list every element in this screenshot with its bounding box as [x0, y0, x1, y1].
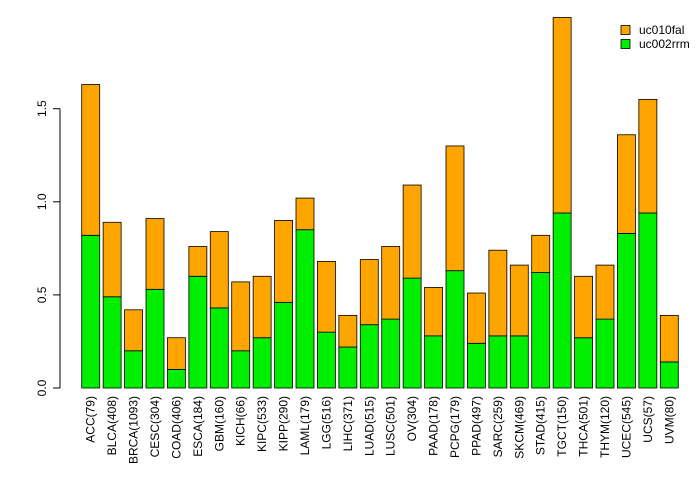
bar-uc002rrm-11 [317, 331, 336, 389]
bar-uc002rrm-12 [338, 346, 358, 389]
bar-uc002rrm-25 [617, 233, 636, 389]
bar-uc010fal-5 [188, 246, 208, 277]
legend-label-uc002rrm: uc002rrm [639, 37, 690, 51]
bar-uc002rrm-5 [188, 275, 208, 389]
bar-uc002rrm-20 [509, 335, 529, 389]
y-tick-label-2: 1.0 [35, 193, 49, 210]
bar-uc002rrm-24 [595, 318, 615, 389]
bar-uc010fal-9 [274, 220, 293, 303]
x-tick-label-6: GBM(160) [212, 396, 226, 451]
x-tick-label-2: BRCA(1093) [127, 396, 141, 464]
x-tick-label-18: PPAD(497) [469, 396, 483, 456]
bar-uc002rrm-3 [145, 288, 165, 389]
x-tick-label-25: UCEC(545) [619, 396, 633, 458]
y-tick-label-0: 0.0 [35, 379, 49, 396]
bar-uc010fal-12 [338, 314, 358, 348]
bar-uc002rrm-2 [124, 350, 143, 389]
x-tick-label-22: TGCT(150) [555, 396, 569, 457]
bar-uc010fal-24 [595, 264, 615, 320]
bar-uc010fal-15 [402, 184, 422, 279]
bar-uc002rrm-1 [102, 296, 122, 389]
legend-swatch-uc002rrm [620, 39, 631, 49]
bar-uc002rrm-10 [295, 229, 315, 389]
bar-uc010fal-14 [381, 246, 401, 320]
x-tick-label-14: LUSC(501) [384, 396, 398, 456]
bar-uc010fal-19 [488, 249, 508, 337]
bar-uc002rrm-21 [531, 272, 551, 389]
x-tick-label-4: COAD(406) [169, 396, 183, 459]
bar-uc002rrm-7 [231, 350, 251, 389]
bar-uc010fal-16 [424, 287, 443, 337]
bar-uc010fal-1 [102, 221, 122, 298]
bar-uc002rrm-8 [252, 337, 272, 389]
x-tick-label-16: PAAD(178) [427, 396, 441, 456]
bar-uc010fal-25 [617, 134, 636, 234]
bar-uc002rrm-23 [574, 337, 593, 389]
bar-uc002rrm-27 [659, 361, 679, 389]
x-tick-label-5: ESCA(184) [191, 396, 205, 457]
bar-uc010fal-8 [252, 275, 272, 339]
bar-uc010fal-17 [445, 145, 465, 272]
bar-uc002rrm-17 [445, 270, 465, 389]
bar-uc010fal-4 [167, 337, 186, 370]
bar-uc010fal-26 [638, 98, 658, 214]
x-tick-label-10: LAML(179) [298, 396, 312, 455]
x-tick-label-21: STAD(415) [534, 396, 548, 455]
bar-uc002rrm-26 [638, 212, 658, 389]
bar-uc002rrm-6 [209, 307, 229, 389]
bar-uc010fal-13 [359, 259, 379, 326]
x-tick-label-3: CESC(304) [148, 396, 162, 457]
bar-uc002rrm-14 [381, 318, 401, 389]
bar-uc010fal-21 [531, 234, 551, 273]
bar-uc010fal-7 [231, 281, 251, 352]
bar-uc002rrm-4 [167, 368, 186, 389]
x-tick-label-11: LGG(516) [319, 396, 333, 449]
bar-uc010fal-18 [467, 292, 486, 344]
x-tick-label-1: BLCA(408) [105, 396, 119, 455]
bar-uc010fal-0 [81, 84, 101, 236]
bar-uc002rrm-18 [467, 342, 486, 389]
x-tick-label-15: OV(304) [405, 396, 419, 441]
bar-uc010fal-27 [659, 314, 679, 363]
x-tick-label-0: ACC(79) [84, 396, 98, 443]
bar-uc002rrm-0 [81, 234, 101, 389]
bar-uc010fal-11 [317, 260, 336, 333]
bar-uc010fal-10 [295, 197, 315, 231]
y-tick-label-3: 1.5 [35, 100, 49, 117]
bar-uc002rrm-15 [402, 277, 422, 389]
bar-uc010fal-22 [552, 17, 572, 214]
x-tick-label-26: UCS(57) [641, 396, 655, 443]
bar-uc010fal-2 [124, 309, 143, 352]
x-tick-label-12: LIHC(371) [341, 396, 355, 451]
x-tick-label-8: KIPC(533) [255, 396, 269, 452]
bar-uc010fal-20 [509, 264, 529, 337]
x-tick-label-27: UVM(80) [662, 396, 676, 444]
x-tick-label-24: THYM(120) [598, 396, 612, 458]
legend-label-uc010fal: uc010fal [639, 23, 684, 37]
bar-uc002rrm-9 [274, 301, 293, 389]
legend-swatch-uc010fal [620, 25, 631, 35]
bar-uc002rrm-19 [488, 335, 508, 389]
x-tick-label-13: LUAD(515) [362, 396, 376, 456]
bar-uc010fal-3 [145, 218, 165, 290]
bar-uc010fal-23 [574, 275, 593, 339]
x-tick-label-23: THCA(501) [577, 396, 591, 457]
bar-uc002rrm-13 [359, 324, 379, 389]
bar-uc002rrm-16 [424, 335, 443, 389]
x-tick-label-17: PCPG(179) [448, 396, 462, 458]
bar-uc010fal-6 [209, 231, 229, 309]
y-tick-label-1: 0.5 [35, 286, 49, 303]
x-tick-label-20: SKCM(469) [512, 396, 526, 459]
bars-group [81, 17, 679, 389]
x-tick-label-19: SARC(259) [491, 396, 505, 457]
x-axis-labels: ACC(79) BLCA(408) BRCA(1093) CESC(304) COAD(… [84, 396, 677, 464]
bar-uc002rrm-22 [552, 212, 572, 389]
y-axis: 0.0 0.5 1.0 1.5 [35, 100, 61, 396]
x-tick-label-9: KIPP(290) [277, 396, 291, 451]
x-tick-label-7: KICH(66) [234, 396, 248, 446]
